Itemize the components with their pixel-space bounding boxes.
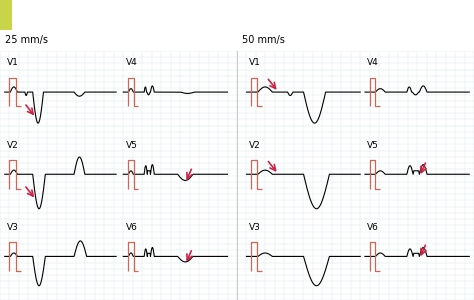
- Text: V3: V3: [249, 223, 261, 232]
- Text: 50 mm/s: 50 mm/s: [242, 35, 284, 46]
- Text: Left bundle branch block at two different paper speeds: Left bundle branch block at two differen…: [17, 10, 342, 23]
- Text: V3: V3: [7, 223, 19, 232]
- Text: V6: V6: [126, 223, 137, 232]
- Text: V4: V4: [126, 58, 137, 68]
- Text: V2: V2: [7, 141, 19, 150]
- Text: V6: V6: [367, 223, 379, 232]
- Text: V1: V1: [7, 58, 19, 68]
- Text: V5: V5: [126, 141, 137, 150]
- Text: V1: V1: [249, 58, 261, 68]
- Text: V2: V2: [249, 141, 261, 150]
- Text: V5: V5: [367, 141, 379, 150]
- Text: V4: V4: [367, 58, 379, 68]
- FancyBboxPatch shape: [0, 0, 12, 30]
- Text: 25 mm/s: 25 mm/s: [5, 35, 48, 46]
